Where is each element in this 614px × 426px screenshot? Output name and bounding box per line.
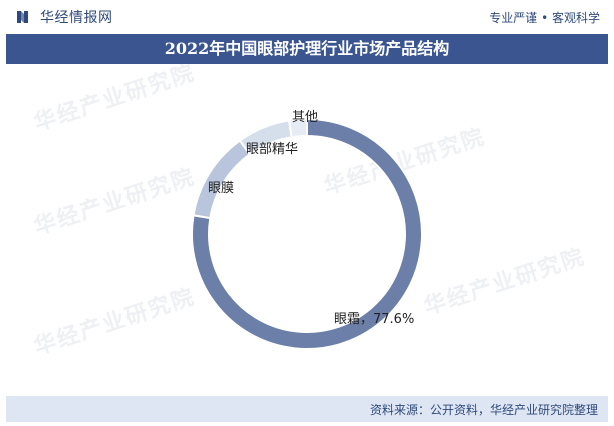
donut-slice-1 [191,117,423,350]
chart-title: 2022年中国眼部护理行业市场产品结构 [164,39,450,58]
logo-icon [17,11,28,23]
footer: 资料来源：公开资料，华经产业研究院整理 [6,396,608,422]
donut-slice-2 [192,139,252,220]
donut-chart: 眼霜，77.6% 眼膜 眼部精华 其他 [191,110,423,350]
slice-label-1: 眼霜，77.6% [334,312,414,327]
title-bar: 2022年中国眼部护理行业市场产品结构 [6,34,608,64]
donut-slice-4 [287,117,308,139]
brand-name: 华经情报网 [40,10,113,26]
chart-area: 华经产业研究院 华经产业研究院 华经产业研究院 华经产业研究院 华经产业研究院 … [0,61,614,394]
slice-label-2: 眼膜 [208,181,234,196]
slogan: 专业严谨 • 客观科学 [489,11,600,25]
data-source: 资料来源：公开资料，华经产业研究院整理 [369,403,598,417]
slice-label-4: 其他 [292,110,318,125]
slice-label-3: 眼部精华 [246,142,298,157]
top-bar: 华经情报网 专业严谨 • 客观科学 [0,0,614,32]
